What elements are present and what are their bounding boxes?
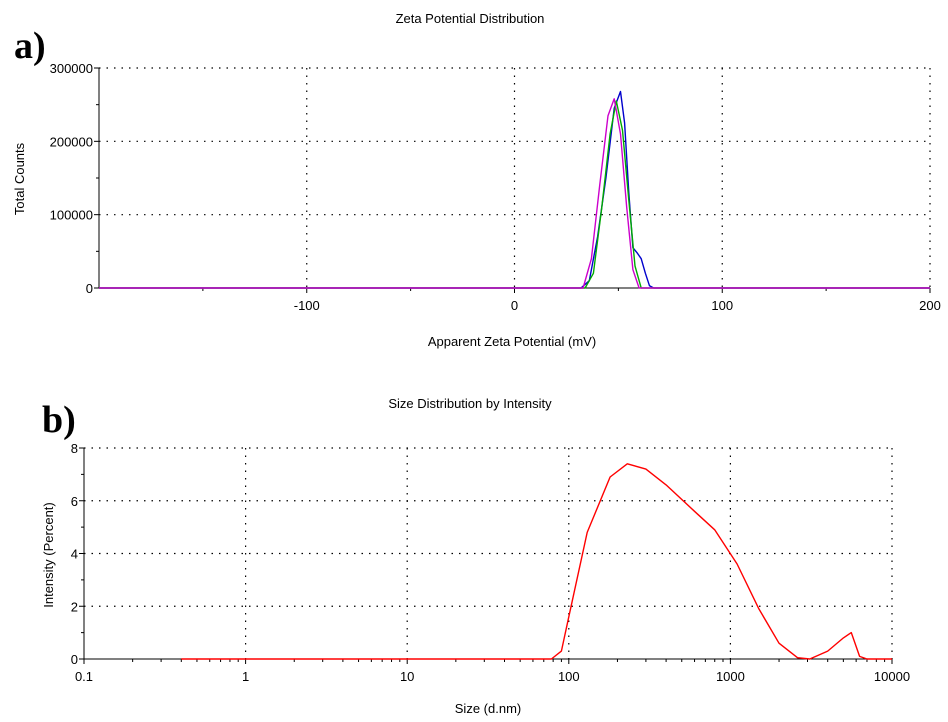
chart-b-y-tick-label: 8: [71, 441, 78, 456]
chart-a-x-axis-label: Apparent Zeta Potential (mV): [428, 334, 596, 349]
chart-b-y-tick-label: 2: [71, 599, 78, 614]
chart-a-y-axis-label: Total Counts: [12, 142, 27, 215]
chart-b-y-tick-label: 4: [71, 547, 78, 562]
chart-a-x-tick-label: -100: [294, 298, 320, 313]
chart-b-y-tick-label: 0: [71, 652, 78, 667]
panel-b-label: b): [42, 399, 76, 441]
chart-b-x-tick-label: 1: [242, 669, 249, 684]
chart-b-title: Size Distribution by Intensity: [388, 396, 552, 411]
chart-a-y-tick-label: 300000: [50, 61, 93, 76]
chart-a-x-tick-label: 100: [711, 298, 733, 313]
chart-b-x-tick-label: 0.1: [75, 669, 93, 684]
chart-b-y-axis-label: Intensity (Percent): [41, 502, 56, 608]
chart-a-x-tick-label: 0: [511, 298, 518, 313]
chart-a-x-tick-label: 200: [919, 298, 941, 313]
chart-a-series-0-line: [99, 90, 930, 289]
chart-a-title: Zeta Potential Distribution: [396, 11, 545, 26]
chart-b-x-tick-label: 10: [400, 669, 414, 684]
chart-a-series-1-line: [99, 100, 930, 289]
chart-b-plot-area: 0 2 4 6 8 0.1 1 10 100 1000 10000: [71, 441, 910, 684]
chart-b-x-tick-label: 10000: [874, 669, 910, 684]
chart-b-x-tick-label: 100: [558, 669, 580, 684]
chart-b-x-axis-label: Size (d.nm): [455, 701, 521, 716]
chart-a-plot-area: 0 100000 200000 300000 -100 0 100 200: [50, 61, 941, 313]
chart-a-series-2-line: [99, 98, 930, 289]
chart-a-y-tick-label: 0: [86, 281, 93, 296]
chart-b-series-0-line: [181, 463, 892, 660]
chart-b-y-tick-label: 6: [71, 494, 78, 509]
panel-a-label: a): [14, 25, 46, 67]
chart-a-y-tick-label: 200000: [50, 134, 93, 149]
chart-a-y-tick-label: 100000: [50, 208, 93, 223]
chart-b-x-tick-label: 1000: [716, 669, 745, 684]
